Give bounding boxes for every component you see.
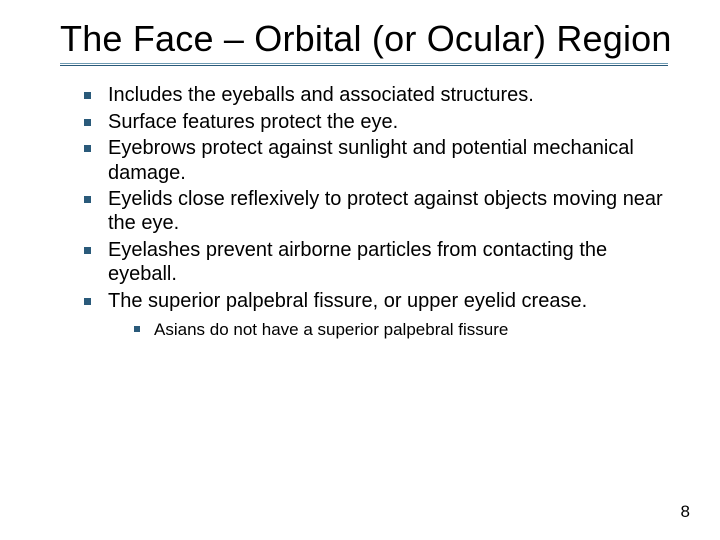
bullet-text: Eyebrows protect against sunlight and po…: [108, 137, 634, 183]
bullet-text: Surface features protect the eye.: [108, 111, 398, 133]
slide: The Face – Orbital (or Ocular) Region In…: [0, 0, 720, 540]
list-item: Eyebrows protect against sunlight and po…: [80, 136, 680, 185]
list-item: Eyelids close reflexively to protect aga…: [80, 187, 680, 236]
page-number: 8: [681, 502, 690, 522]
content-area: Includes the eyeballs and associated str…: [60, 83, 680, 340]
list-item: Surface features protect the eye.: [80, 110, 680, 134]
title-underline: [60, 63, 668, 65]
sub-bullet-text: Asians do not have a superior palpebral …: [154, 320, 508, 339]
bullet-list: Includes the eyeballs and associated str…: [80, 83, 680, 340]
list-item: Eyelashes prevent airborne particles fro…: [80, 238, 680, 287]
sub-bullet-list: Asians do not have a superior palpebral …: [130, 319, 680, 340]
list-item: The superior palpebral fissure, or upper…: [80, 289, 680, 341]
list-item: Includes the eyeballs and associated str…: [80, 83, 680, 107]
bullet-text: The superior palpebral fissure, or upper…: [108, 290, 587, 312]
bullet-text: Includes the eyeballs and associated str…: [108, 84, 534, 106]
underline-thick: [60, 65, 668, 66]
sub-list-item: Asians do not have a superior palpebral …: [130, 319, 680, 340]
slide-title: The Face – Orbital (or Ocular) Region: [60, 18, 680, 59]
bullet-text: Eyelashes prevent airborne particles fro…: [108, 239, 607, 285]
bullet-text: Eyelids close reflexively to protect aga…: [108, 188, 663, 234]
